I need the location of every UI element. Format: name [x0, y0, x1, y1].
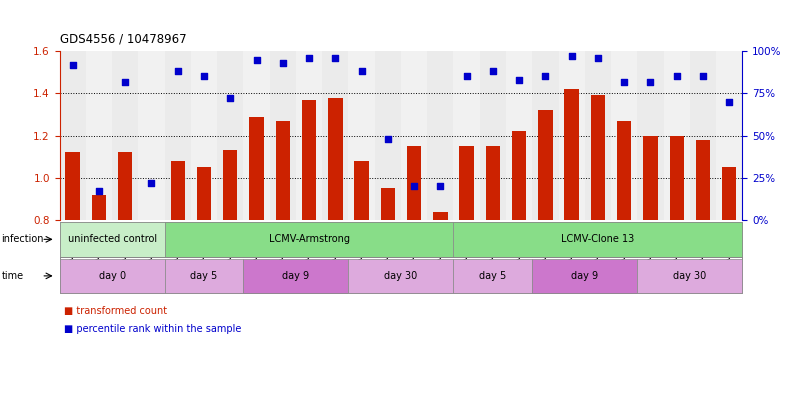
Point [119, 78, 132, 84]
Point [250, 56, 263, 62]
Bar [453, 51, 480, 220]
Bar [197, 167, 211, 220]
Bar [480, 51, 506, 220]
Bar [276, 121, 290, 220]
Bar [401, 51, 427, 220]
Text: LCMV-Clone 13: LCMV-Clone 13 [561, 234, 634, 244]
Point [434, 183, 447, 189]
Point [355, 68, 368, 75]
Text: GDS4556 / 10478967: GDS4556 / 10478967 [60, 32, 186, 45]
Bar [328, 97, 342, 220]
Text: ■ transformed count: ■ transformed count [64, 306, 167, 316]
Point [487, 68, 499, 75]
Bar [696, 140, 710, 220]
Bar [427, 51, 453, 220]
Point [618, 78, 630, 84]
Text: day 30: day 30 [673, 271, 707, 281]
Text: time: time [2, 271, 24, 281]
Point [539, 73, 552, 79]
Bar [60, 51, 86, 220]
Bar [296, 51, 322, 220]
Bar [722, 167, 737, 220]
Text: day 9: day 9 [571, 271, 599, 281]
Bar [223, 151, 237, 220]
Text: day 5: day 5 [480, 271, 507, 281]
Bar [638, 51, 664, 220]
Bar [86, 51, 112, 220]
Bar [65, 152, 80, 220]
Bar [585, 51, 611, 220]
Bar [617, 121, 631, 220]
Bar [690, 51, 716, 220]
Point [670, 73, 683, 79]
Point [696, 73, 709, 79]
Point [198, 73, 210, 79]
Bar [92, 195, 106, 220]
Bar [558, 51, 585, 220]
Bar [112, 51, 138, 220]
Point [592, 55, 604, 61]
Point [93, 188, 106, 195]
Bar [375, 51, 401, 220]
Bar [138, 51, 164, 220]
Bar [532, 51, 558, 220]
Bar [538, 110, 553, 220]
Point [513, 77, 526, 83]
Bar [669, 136, 684, 220]
Point [381, 136, 394, 142]
Bar [380, 188, 395, 220]
Bar [512, 131, 526, 220]
Text: LCMV-Armstrong: LCMV-Armstrong [268, 234, 349, 244]
Point [565, 53, 578, 59]
Bar [354, 161, 368, 220]
Bar [643, 136, 657, 220]
Bar [434, 212, 448, 220]
Bar [506, 51, 532, 220]
Point [172, 68, 184, 75]
Point [329, 55, 341, 61]
Point [67, 61, 79, 68]
Point [723, 99, 735, 105]
Bar [349, 51, 375, 220]
Text: day 0: day 0 [98, 271, 125, 281]
Bar [244, 51, 270, 220]
Bar [164, 51, 191, 220]
Bar [565, 89, 579, 220]
Bar [118, 152, 133, 220]
Bar [171, 161, 185, 220]
Point [276, 60, 289, 66]
Bar [191, 51, 217, 220]
Bar [407, 146, 422, 220]
Point [145, 180, 158, 186]
Bar [302, 100, 316, 220]
Bar [591, 95, 605, 220]
Text: day 30: day 30 [384, 271, 418, 281]
Bar [664, 51, 690, 220]
Point [461, 73, 473, 79]
Bar [270, 51, 296, 220]
Text: ■ percentile rank within the sample: ■ percentile rank within the sample [64, 323, 241, 334]
Bar [249, 117, 264, 220]
Bar [611, 51, 638, 220]
Point [644, 78, 657, 84]
Text: day 5: day 5 [191, 271, 218, 281]
Bar [716, 51, 742, 220]
Point [224, 95, 237, 101]
Point [408, 183, 421, 189]
Point [303, 55, 315, 61]
Bar [322, 51, 349, 220]
Text: day 9: day 9 [283, 271, 310, 281]
Bar [486, 146, 500, 220]
Text: infection: infection [2, 234, 44, 244]
Text: uninfected control: uninfected control [67, 234, 156, 244]
Bar [460, 146, 474, 220]
Bar [217, 51, 244, 220]
